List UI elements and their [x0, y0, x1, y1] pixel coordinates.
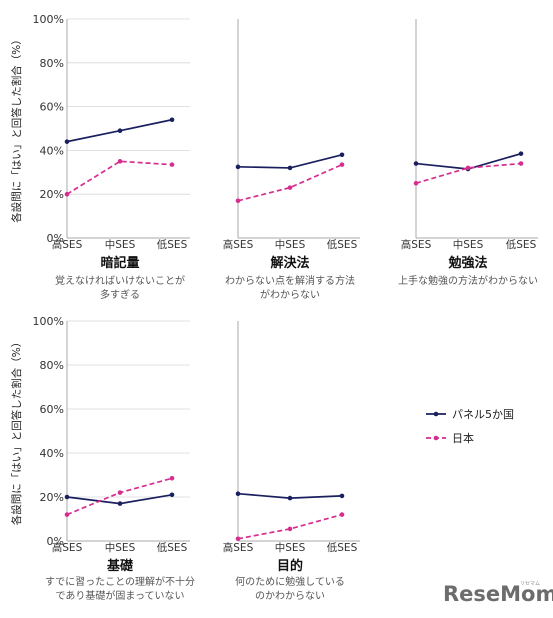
- y-tick-label: 40%: [40, 447, 64, 460]
- data-point: [413, 161, 419, 166]
- y-tick-label: 80%: [40, 359, 64, 372]
- data-point: [287, 526, 293, 532]
- x-tick-label: 低SES: [157, 541, 188, 554]
- x-tick-label: 高SES: [52, 541, 83, 554]
- data-point: [64, 512, 70, 517]
- panel-title: 解決法: [269, 255, 309, 271]
- panel-title: 基礎: [106, 558, 134, 574]
- data-point: [287, 185, 293, 190]
- data-point: [339, 512, 345, 517]
- data-point: [518, 161, 524, 166]
- series-line-japan: [237, 163, 343, 202]
- panel-subtitle: 何のために勉強している: [235, 575, 345, 588]
- y-tick-label: 20%: [40, 491, 64, 504]
- panel-subtitle: 多すぎる: [100, 288, 140, 301]
- data-point: [64, 191, 70, 197]
- x-tick-label: 中SES: [105, 541, 136, 554]
- series-line-japan: [415, 162, 522, 185]
- legend-marker: [433, 435, 439, 441]
- data-point: [117, 501, 123, 506]
- data-point: [117, 159, 123, 164]
- y-tick-label: 20%: [40, 188, 64, 201]
- panel-4: 高SES 中SES 低SES 基礎すでに習ったことの理解が不十分であり基礎が固まってい…: [45, 321, 195, 602]
- data-point: [518, 151, 524, 156]
- legend-label: 日本: [452, 431, 474, 445]
- y-tick-label: 60%: [40, 403, 64, 416]
- data-point: [117, 128, 123, 133]
- panel-subtitle: であり基礎が固まっていない: [56, 589, 185, 602]
- y-tick-label: 40%: [40, 144, 64, 157]
- x-tick-label: 中SES: [105, 238, 136, 251]
- data-point: [339, 162, 345, 167]
- x-tick-label: 中SES: [453, 238, 484, 251]
- series-line-japan: [66, 477, 173, 516]
- data-point: [169, 476, 175, 481]
- data-point: [287, 495, 293, 501]
- legend-label: パネル5か国: [452, 408, 514, 421]
- data-point: [235, 491, 241, 497]
- data-point: [64, 139, 70, 144]
- data-point: [339, 152, 345, 158]
- data-point: [235, 536, 241, 542]
- resemom-logo: ReseMom: [443, 582, 553, 606]
- y-tick-label: 60%: [40, 101, 64, 114]
- y-tick-label: 80%: [40, 57, 64, 70]
- y-tick-label: 0%: [47, 535, 64, 548]
- series-line-japan: [66, 160, 173, 195]
- panel-subtitle: 覚えなければいけないことが: [55, 274, 185, 287]
- x-tick-label: 中SES: [275, 238, 306, 251]
- panel-title: 勉強法: [447, 255, 487, 271]
- panel-subtitle: すでに習ったことの理解が不十分: [45, 575, 195, 588]
- x-tick-label: 高SES: [401, 238, 432, 251]
- data-point: [117, 490, 123, 495]
- data-point: [235, 198, 241, 204]
- y-tick-label: 100%: [33, 13, 64, 26]
- data-point: [465, 165, 471, 171]
- y-axis-label: 各設問に「はい」と回答した割合（%）: [10, 34, 23, 222]
- panel-subtitle: のかわからない: [255, 590, 325, 602]
- x-tick-label: 低SES: [157, 238, 188, 251]
- data-point: [235, 164, 241, 170]
- panel-subtitle: わからない点を解消する方法: [225, 274, 355, 287]
- x-tick-label: 中SES: [275, 541, 306, 554]
- resemom-logo-kana: リセマム: [520, 581, 540, 587]
- data-point: [169, 162, 175, 167]
- y-axis-label: 各設問に「はい」と回答した割合（%）: [10, 337, 23, 525]
- x-tick-label: 高SES: [223, 541, 254, 554]
- panel-subtitle: 上手な勉強の方法がわからない: [398, 274, 538, 287]
- data-point: [169, 492, 175, 498]
- y-tick-label: 100%: [33, 315, 64, 328]
- data-point: [287, 165, 293, 171]
- legend-marker: [433, 411, 439, 417]
- x-tick-label: 低SES: [506, 238, 537, 251]
- panel-subtitle: がわからない: [260, 288, 320, 301]
- panel-title: 目的: [277, 558, 303, 574]
- x-tick-label: 低SES: [327, 541, 358, 554]
- data-point: [413, 180, 419, 186]
- data-point: [169, 117, 175, 123]
- data-point: [64, 494, 70, 500]
- x-tick-label: 低SES: [327, 238, 358, 251]
- y-tick-label: 0%: [47, 232, 64, 245]
- panel-title: 暗記量: [100, 255, 139, 271]
- x-tick-label: 高SES: [52, 238, 83, 251]
- data-point: [339, 493, 345, 499]
- x-tick-label: 高SES: [223, 238, 254, 251]
